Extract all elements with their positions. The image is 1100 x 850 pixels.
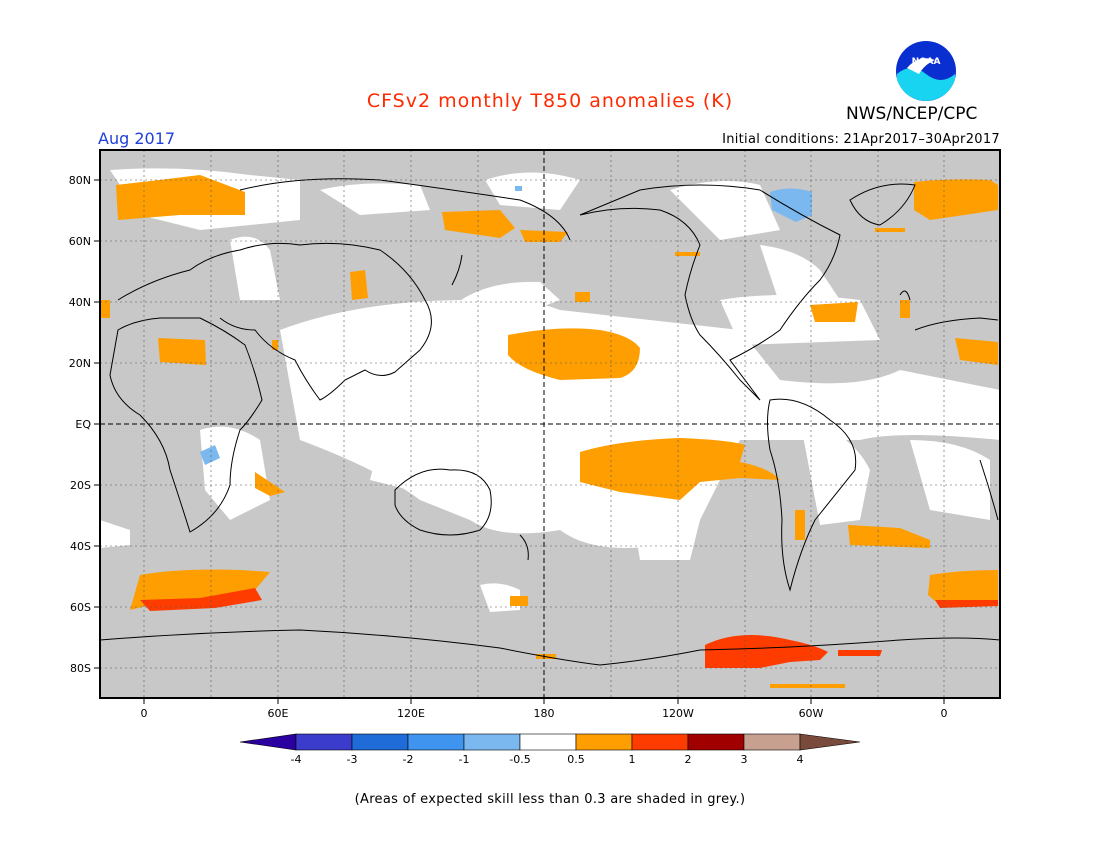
lat-label: 80N (69, 174, 91, 187)
lat-label: 20N (69, 357, 91, 370)
lon-label: 60E (268, 707, 289, 720)
colorbar-swatch (632, 734, 688, 750)
colorbar-swatch (800, 734, 860, 750)
colorbar-tick: -4 (291, 753, 302, 766)
colorbar-swatch (240, 734, 296, 750)
lat-label: 40N (69, 296, 91, 309)
colorbar-tick: -2 (403, 753, 414, 766)
anomaly-map: 80N 60N 40N 20N EQ 20S 40S 60S 80S 0 60E… (0, 0, 1100, 850)
lon-label: 120W (662, 707, 694, 720)
colorbar-swatch (464, 734, 520, 750)
colorbar-tick: -3 (347, 753, 358, 766)
lat-label: 40S (70, 540, 91, 553)
lat-label: 60N (69, 235, 91, 248)
colorbar-swatch (408, 734, 464, 750)
colorbar-tick: 2 (685, 753, 692, 766)
colorbar-swatch (352, 734, 408, 750)
colorbar-swatch (744, 734, 800, 750)
lon-label: 180 (534, 707, 555, 720)
colorbar-tick: 4 (797, 753, 804, 766)
lat-label: 80S (70, 662, 91, 675)
colorbar-tick: 0.5 (567, 753, 585, 766)
colorbar-tick: -0.5 (509, 753, 530, 766)
colorbar-swatch (576, 734, 632, 750)
lon-label: 0 (141, 707, 148, 720)
lon-labels: 0 60E 120E 180 120W 60W 0 (141, 707, 948, 720)
colorbar-swatch (688, 734, 744, 750)
colorbar-tick: -1 (459, 753, 470, 766)
colorbar-tick: 1 (629, 753, 636, 766)
lon-label: 60W (799, 707, 824, 720)
colorbar: -4 -3 -2 -1 -0.5 0.5 1 2 3 4 (240, 734, 860, 766)
lat-label: 20S (70, 479, 91, 492)
lat-labels: 80N 60N 40N 20N EQ 20S 40S 60S 80S (69, 174, 92, 675)
lat-label: 60S (70, 601, 91, 614)
lon-label: 0 (941, 707, 948, 720)
map-field (100, 150, 1000, 698)
colorbar-swatch (520, 734, 576, 750)
colorbar-swatch (296, 734, 352, 750)
lat-label: EQ (75, 418, 91, 431)
colorbar-tick: 3 (741, 753, 748, 766)
lon-label: 120E (397, 707, 425, 720)
skill-footnote: (Areas of expected skill less than 0.3 a… (0, 792, 1100, 807)
